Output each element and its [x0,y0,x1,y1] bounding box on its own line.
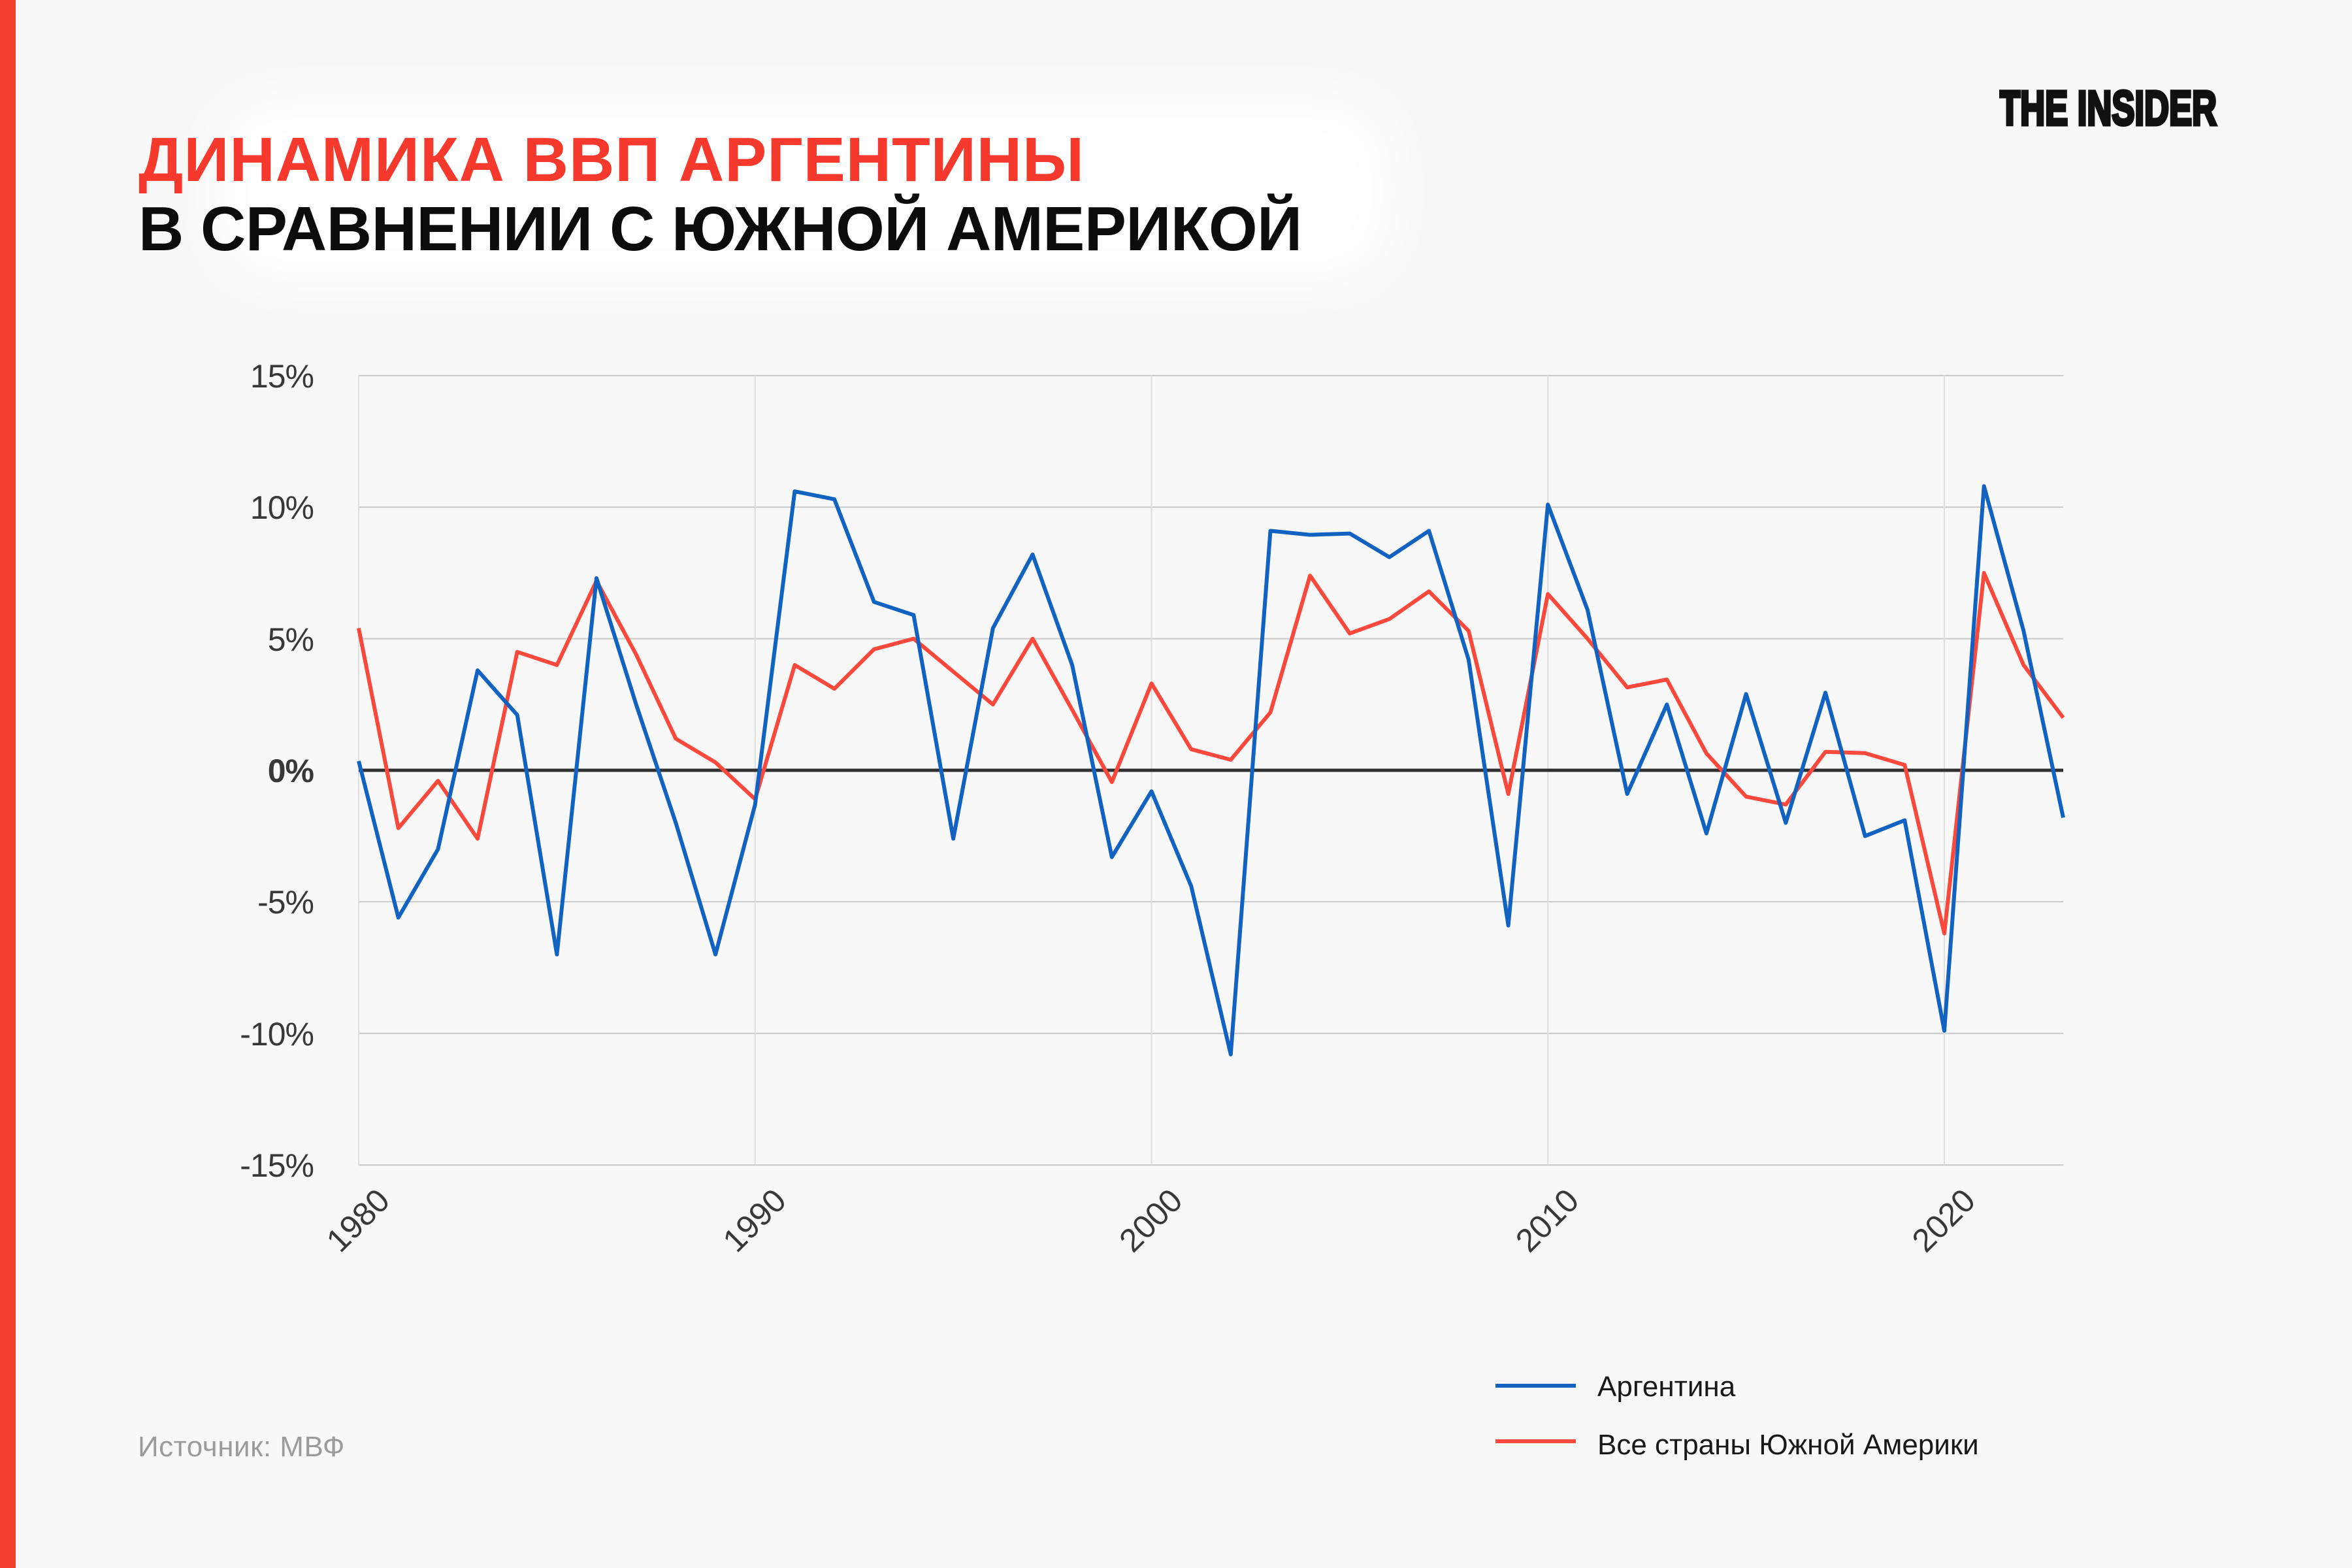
svg-text:-10%: -10% [240,1016,314,1053]
svg-text:1990: 1990 [716,1182,793,1259]
svg-text:1980: 1980 [319,1182,397,1259]
svg-text:5%: 5% [268,621,314,658]
svg-text:-5%: -5% [257,884,314,921]
svg-text:THE INSIDER: THE INSIDER [1999,89,2217,128]
svg-text:10%: 10% [250,489,314,526]
svg-text:Источник: МВФ: Источник: МВФ [138,1431,345,1463]
svg-text:-15%: -15% [240,1147,314,1184]
svg-text:15%: 15% [250,358,314,395]
svg-text:Все страны Южной Америки: Все страны Южной Америки [1597,1429,1979,1461]
svg-text:Аргентина: Аргентина [1597,1371,1736,1403]
svg-text:2020: 2020 [1905,1182,1982,1259]
svg-text:2010: 2010 [1509,1182,1586,1259]
svg-text:0%: 0% [268,753,314,789]
svg-text:2000: 2000 [1112,1182,1189,1259]
